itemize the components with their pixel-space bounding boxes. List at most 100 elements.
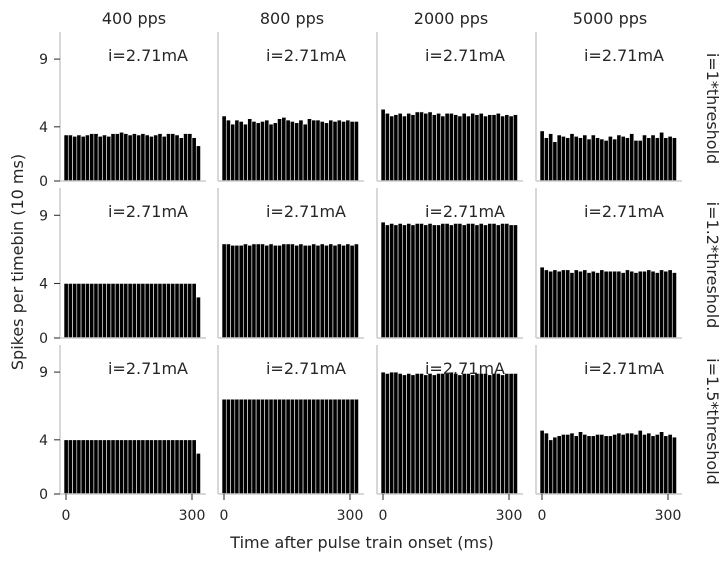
bar — [85, 134, 90, 182]
bar — [548, 133, 554, 182]
column-title: 400 pps — [102, 9, 166, 28]
bar — [349, 121, 355, 182]
bar — [491, 223, 497, 339]
bar — [243, 243, 248, 339]
bar — [393, 371, 399, 495]
bar — [341, 244, 347, 339]
bar — [637, 430, 643, 495]
bar — [183, 133, 189, 182]
current-annotation: i=2.71mA — [584, 202, 664, 221]
bar — [63, 439, 69, 495]
bar — [586, 435, 592, 495]
bar — [504, 114, 510, 182]
bar — [281, 117, 287, 182]
bar — [625, 432, 630, 495]
bar — [569, 432, 575, 495]
bar — [230, 123, 236, 182]
bar — [93, 439, 99, 495]
panel-r2-c1: i=2.71mA 0 4 9 — [39, 188, 206, 347]
bar — [294, 122, 300, 182]
bar — [500, 115, 506, 182]
bar — [144, 283, 150, 339]
bar — [332, 244, 338, 339]
bar — [461, 224, 467, 339]
bar — [504, 373, 510, 495]
panel-r1-c1: i=2.71mA 0 4 9 400 pps — [39, 9, 206, 190]
bar — [353, 243, 359, 339]
bar — [582, 269, 588, 339]
bar — [174, 283, 180, 339]
bar — [440, 373, 446, 495]
bar — [85, 283, 90, 339]
bar — [324, 244, 329, 339]
bar — [650, 270, 656, 339]
bar — [625, 137, 630, 182]
bar — [311, 398, 317, 495]
bar — [289, 398, 295, 495]
bar — [474, 373, 480, 495]
bar — [380, 371, 386, 495]
bar — [380, 221, 386, 339]
bar — [127, 283, 133, 339]
bar — [419, 111, 424, 182]
bar — [281, 398, 287, 495]
bar — [431, 224, 437, 339]
y-tick-label: 9 — [39, 365, 48, 381]
bar — [642, 434, 647, 495]
bar — [260, 243, 265, 339]
bar — [607, 136, 613, 182]
bar — [102, 439, 107, 495]
y-tick-label: 4 — [39, 276, 48, 292]
bar — [427, 111, 433, 182]
bar — [478, 112, 484, 182]
bar — [491, 373, 497, 495]
bar — [187, 283, 193, 339]
bar — [552, 269, 558, 339]
bar — [166, 133, 171, 182]
bar — [298, 119, 304, 182]
bar — [315, 244, 321, 339]
bar — [453, 373, 459, 495]
bar — [667, 136, 673, 182]
current-annotation: i=2.71mA — [266, 46, 346, 65]
bar — [543, 432, 549, 495]
bar — [573, 136, 579, 182]
bar — [332, 398, 338, 495]
bar — [97, 439, 103, 495]
bar — [153, 439, 159, 495]
y-tick-label: 0 — [39, 174, 48, 190]
bar — [671, 436, 677, 495]
bar — [595, 137, 601, 182]
bar — [183, 283, 189, 339]
bar — [315, 398, 321, 495]
bar — [470, 223, 476, 339]
bar — [406, 373, 412, 495]
bar — [264, 244, 270, 339]
bar — [319, 398, 325, 495]
bar — [654, 137, 660, 182]
bar — [238, 398, 244, 495]
bar — [251, 398, 257, 495]
bar — [487, 374, 493, 495]
panel-r1-c3: i=2.71mA 2000 pps — [376, 9, 523, 182]
y-tick-label: 0 — [39, 487, 48, 503]
bar — [491, 114, 497, 182]
bar — [448, 224, 454, 339]
y-tick-label: 9 — [39, 208, 48, 224]
bar — [106, 439, 112, 495]
bar — [123, 133, 129, 182]
bar — [324, 398, 329, 495]
bar — [595, 272, 601, 339]
bar — [457, 223, 463, 339]
bar — [436, 373, 442, 495]
bar — [221, 398, 227, 495]
bar — [461, 373, 467, 495]
row-title: i=1.2*threshold — [703, 202, 722, 329]
bar — [260, 121, 265, 182]
bar — [384, 224, 390, 339]
bar — [119, 439, 125, 495]
bar — [633, 434, 639, 495]
bar — [461, 112, 467, 182]
bar — [659, 431, 665, 495]
bar — [556, 134, 562, 182]
